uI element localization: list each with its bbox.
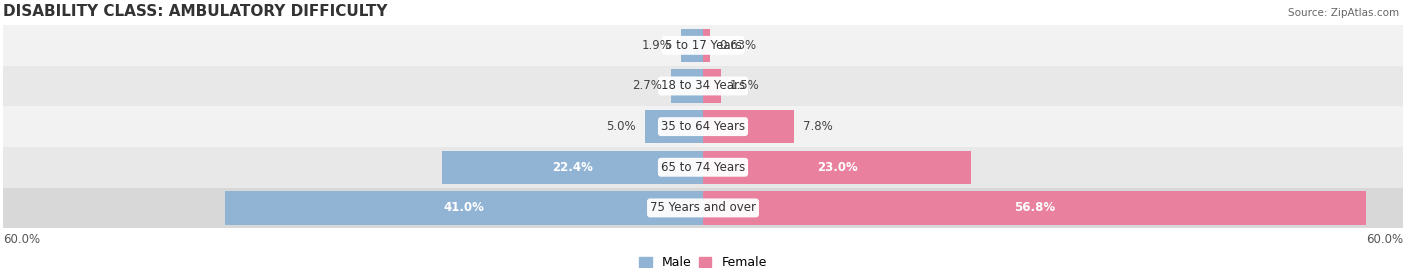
Text: 35 to 64 Years: 35 to 64 Years xyxy=(661,120,745,133)
Text: 7.8%: 7.8% xyxy=(803,120,834,133)
Bar xyxy=(225,191,703,225)
Text: 2.7%: 2.7% xyxy=(633,80,662,92)
Text: 22.4%: 22.4% xyxy=(551,161,593,174)
Text: 1.9%: 1.9% xyxy=(641,39,672,52)
Bar xyxy=(703,69,720,103)
Bar xyxy=(3,188,1403,228)
Bar xyxy=(644,110,703,143)
Text: Source: ZipAtlas.com: Source: ZipAtlas.com xyxy=(1288,8,1399,18)
Text: 5.0%: 5.0% xyxy=(606,120,636,133)
Bar xyxy=(672,69,703,103)
Text: 60.0%: 60.0% xyxy=(3,233,39,246)
Bar xyxy=(3,106,1403,147)
Bar xyxy=(703,110,794,143)
Bar xyxy=(703,191,1365,225)
Text: 18 to 34 Years: 18 to 34 Years xyxy=(661,80,745,92)
Text: 23.0%: 23.0% xyxy=(817,161,858,174)
Bar xyxy=(3,66,1403,106)
Bar xyxy=(3,147,1403,188)
Text: 56.8%: 56.8% xyxy=(1014,202,1054,214)
Legend: Male, Female: Male, Female xyxy=(640,256,766,268)
Text: 1.5%: 1.5% xyxy=(730,80,759,92)
Text: 41.0%: 41.0% xyxy=(443,202,484,214)
Bar xyxy=(703,151,972,184)
Bar xyxy=(681,29,703,62)
Bar xyxy=(441,151,703,184)
Text: 60.0%: 60.0% xyxy=(1367,233,1403,246)
Text: 75 Years and over: 75 Years and over xyxy=(650,202,756,214)
Text: 5 to 17 Years: 5 to 17 Years xyxy=(665,39,741,52)
Text: 65 to 74 Years: 65 to 74 Years xyxy=(661,161,745,174)
Bar xyxy=(703,29,710,62)
Bar xyxy=(3,25,1403,66)
Text: 0.63%: 0.63% xyxy=(720,39,756,52)
Text: DISABILITY CLASS: AMBULATORY DIFFICULTY: DISABILITY CLASS: AMBULATORY DIFFICULTY xyxy=(3,4,387,19)
